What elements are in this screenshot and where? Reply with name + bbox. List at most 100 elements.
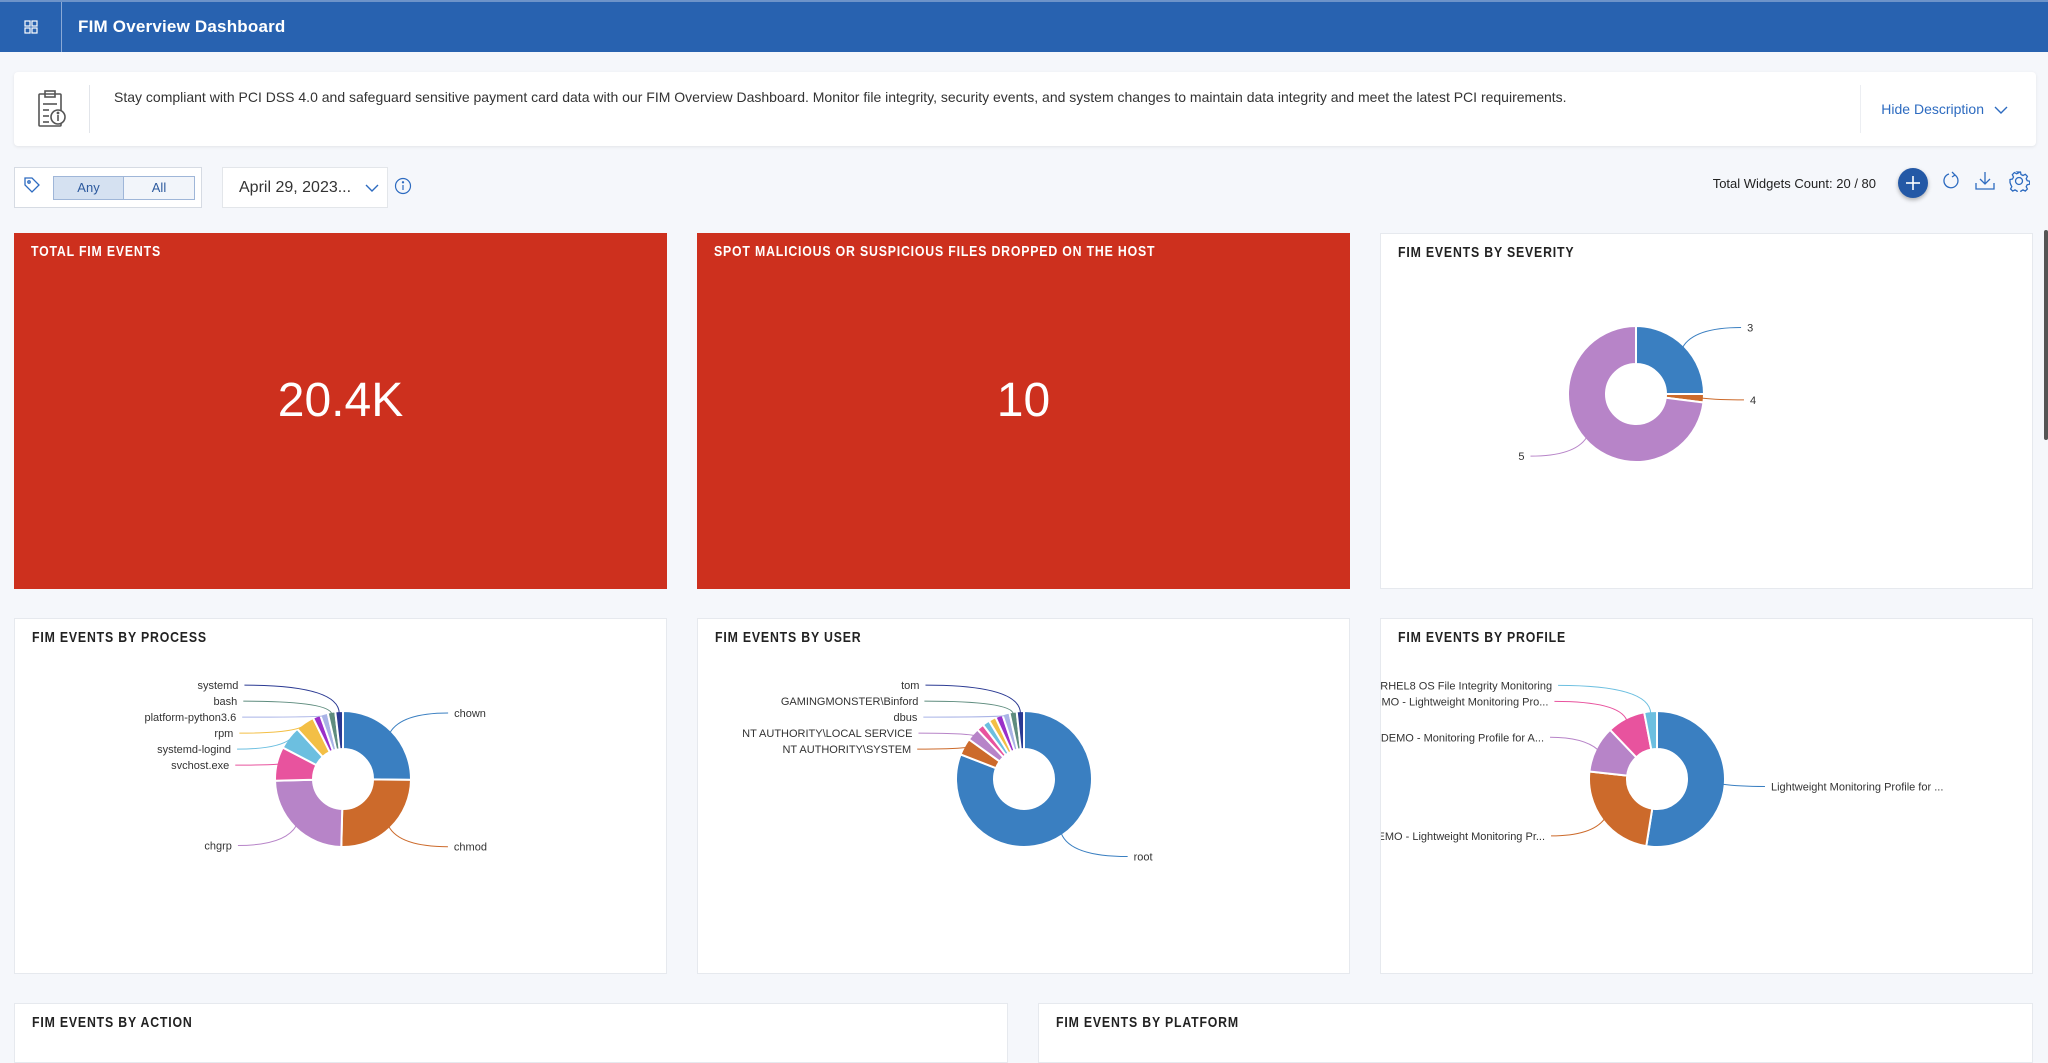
donut-slice[interactable] [334,709,344,751]
leader-line [1554,700,1628,721]
leader-line [388,826,448,848]
slice-label: platform-python3.6 [144,712,236,724]
leader-line [1551,818,1605,837]
profile-donut-chart: Lightweight Monitoring Profile for ... Qu… [1381,680,1943,848]
clipboard-info-icon [14,85,90,133]
leader-line [924,700,1014,715]
donut-slice[interactable] [342,709,412,781]
leader-line [242,715,325,718]
tag-filter: Any All [14,167,202,208]
slice-label: 5 [1518,451,1524,463]
widget-total-fim-events[interactable]: TOTAL FIM EVENTS 20.4K [14,233,667,589]
donut-slice[interactable] [1588,770,1654,848]
leader-line [1722,783,1765,787]
leader-line [239,724,307,734]
slice-label: rpm [214,728,233,740]
info-icon[interactable] [394,177,412,200]
donut-slice[interactable] [1645,709,1726,848]
leader-line [917,747,967,750]
leader-line [243,700,333,715]
widget-events-by-process[interactable]: FIM EVENTS BY PROCESS chown chmod systemd b… [14,618,667,974]
slice-label: chmod [454,842,487,854]
leader-line [237,738,291,750]
slice-label: Lightweight Monitoring Profile for ... [1771,781,1943,793]
widget-title: TOTAL FIM EVENTS [31,243,161,260]
slice-label: systemd-logind [157,744,231,756]
leader-line [1530,437,1587,457]
add-widget-button[interactable] [1898,168,1928,198]
widget-events-by-platform[interactable]: FIM EVENTS BY PLATFORM [1038,1003,2033,1063]
widget-events-by-user[interactable]: FIM EVENTS BY USER root tom GAMINGMONSTER\… [697,618,1350,974]
tag-all-toggle[interactable]: All [124,176,194,199]
widget-events-by-action[interactable]: FIM EVENTS BY ACTION [14,1003,1008,1063]
widget-malicious-files[interactable]: SPOT MALICIOUS OR SUSPICIOUS FILES DROPP… [697,233,1350,589]
donut-slice[interactable] [1567,324,1705,463]
leader-line [1060,833,1128,858]
leader-line [244,684,340,714]
slice-label: 3 [1747,323,1753,335]
leader-line [389,712,449,733]
date-range-dropdown[interactable]: April 29, 2023... [222,167,388,208]
donut-slice[interactable] [1635,324,1706,395]
slice-label: Qualys Policy - RHEL8 OS File Integrity … [1381,680,1552,692]
slice-label: dbus [893,712,917,724]
slice-label: bash [213,696,237,708]
tag-any-toggle[interactable]: Any [54,176,124,199]
donut-slice[interactable] [273,778,344,849]
hide-description-label: Hide Description [1881,101,1984,117]
page-scrollbar[interactable] [2044,230,2048,440]
widget-events-by-profile[interactable]: FIM EVENTS BY PROFILE Lightweight Monito… [1380,618,2033,974]
chevron-down-icon [1994,101,2008,117]
leader-line [923,714,1007,718]
donut-slice[interactable] [1642,709,1658,751]
refresh-icon[interactable] [1940,170,1962,197]
slice-label: svchost.exe [171,760,229,772]
leader-line [235,763,279,766]
slice-label: FIM DEMO - Lightweight Monitoring Pr... [1381,831,1545,843]
chevron-down-icon [365,179,379,197]
process-donut-chart: chown chmod systemd bash platform-python3.6 r… [144,680,487,854]
hide-description-button[interactable]: Hide Description [1860,85,2036,133]
page-title: FIM Overview Dashboard [78,17,286,36]
leader-line [918,732,975,736]
widget-title: FIM EVENTS BY ACTION [32,1014,193,1031]
severity-donut-chart: 3 4 5 [1518,323,1756,464]
slice-label: chown [454,708,486,720]
leader-line [237,825,297,846]
leader-line [1701,397,1744,401]
widgets-count: Total Widgets Count: 20 / 80 [1712,175,1876,191]
slice-label: FIM DEMO - Monitoring Profile for A... [1381,732,1544,744]
widget-title: FIM EVENTS BY PROFILE [1398,629,1567,646]
slice-label: NT AUTHORITY\SYSTEM [782,744,911,756]
leader-line [925,684,1021,714]
widget-title: FIM EVENTS BY PROCESS [32,629,207,646]
kpi-value: 20.4K [277,374,404,427]
slice-label: FIM DEMO - Lightweight Monitoring Pro... [1381,696,1548,708]
widget-title: FIM EVENTS BY PLATFORM [1056,1014,1239,1031]
dashboard-toolbar: Total Widgets Count: 20 / 80 [1712,168,2031,198]
donut-slice[interactable] [1015,709,1025,751]
slice-label: systemd [197,680,238,692]
description-panel: Stay compliant with PCI DSS 4.0 and safe… [14,72,2036,146]
slice-label: tom [901,680,919,692]
gear-icon[interactable] [2008,170,2031,197]
leader-line [1558,684,1652,714]
plus-icon [1906,176,1920,190]
slice-label: GAMINGMONSTER\Binford [781,696,919,708]
widget-title: FIM EVENTS BY USER [715,629,862,646]
kpi-value: 10 [996,374,1051,427]
dashboard-icon[interactable] [0,2,62,52]
app-header: FIM Overview Dashboard [0,0,2048,52]
donut-slice[interactable] [340,778,413,848]
slice-label: root [1134,852,1153,864]
download-icon[interactable] [1974,170,1996,197]
user-donut-chart: root tom GAMINGMONSTER\Binford dbus NT AUTHO… [742,680,1153,864]
slice-label: chgrp [204,840,232,852]
leader-line [1682,327,1742,348]
widget-title: FIM EVENTS BY SEVERITY [1398,244,1575,261]
slice-label: 4 [1750,395,1756,407]
leader-line [1550,736,1599,751]
donut-slice[interactable] [955,709,1093,848]
widget-events-by-severity[interactable]: FIM EVENTS BY SEVERITY 3 4 5 [1380,233,2033,589]
slice-label: NT AUTHORITY\LOCAL SERVICE [742,728,912,740]
